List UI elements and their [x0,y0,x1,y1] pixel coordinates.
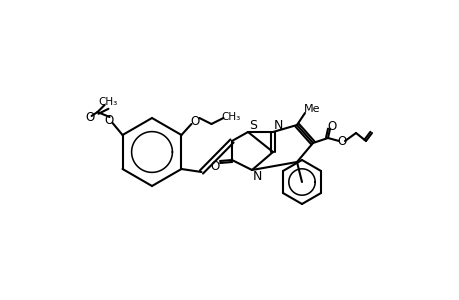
Text: O: O [327,119,336,133]
Text: O: O [104,113,113,127]
Text: S: S [248,118,257,131]
Text: CH₃: CH₃ [221,112,241,122]
Text: N: N [252,170,261,184]
Text: Me: Me [303,104,319,114]
Text: N: N [273,118,282,131]
Text: CH₃: CH₃ [98,97,117,107]
Text: O: O [85,110,94,124]
Text: O: O [336,134,346,148]
Text: O: O [190,115,200,128]
Text: O: O [210,160,219,172]
